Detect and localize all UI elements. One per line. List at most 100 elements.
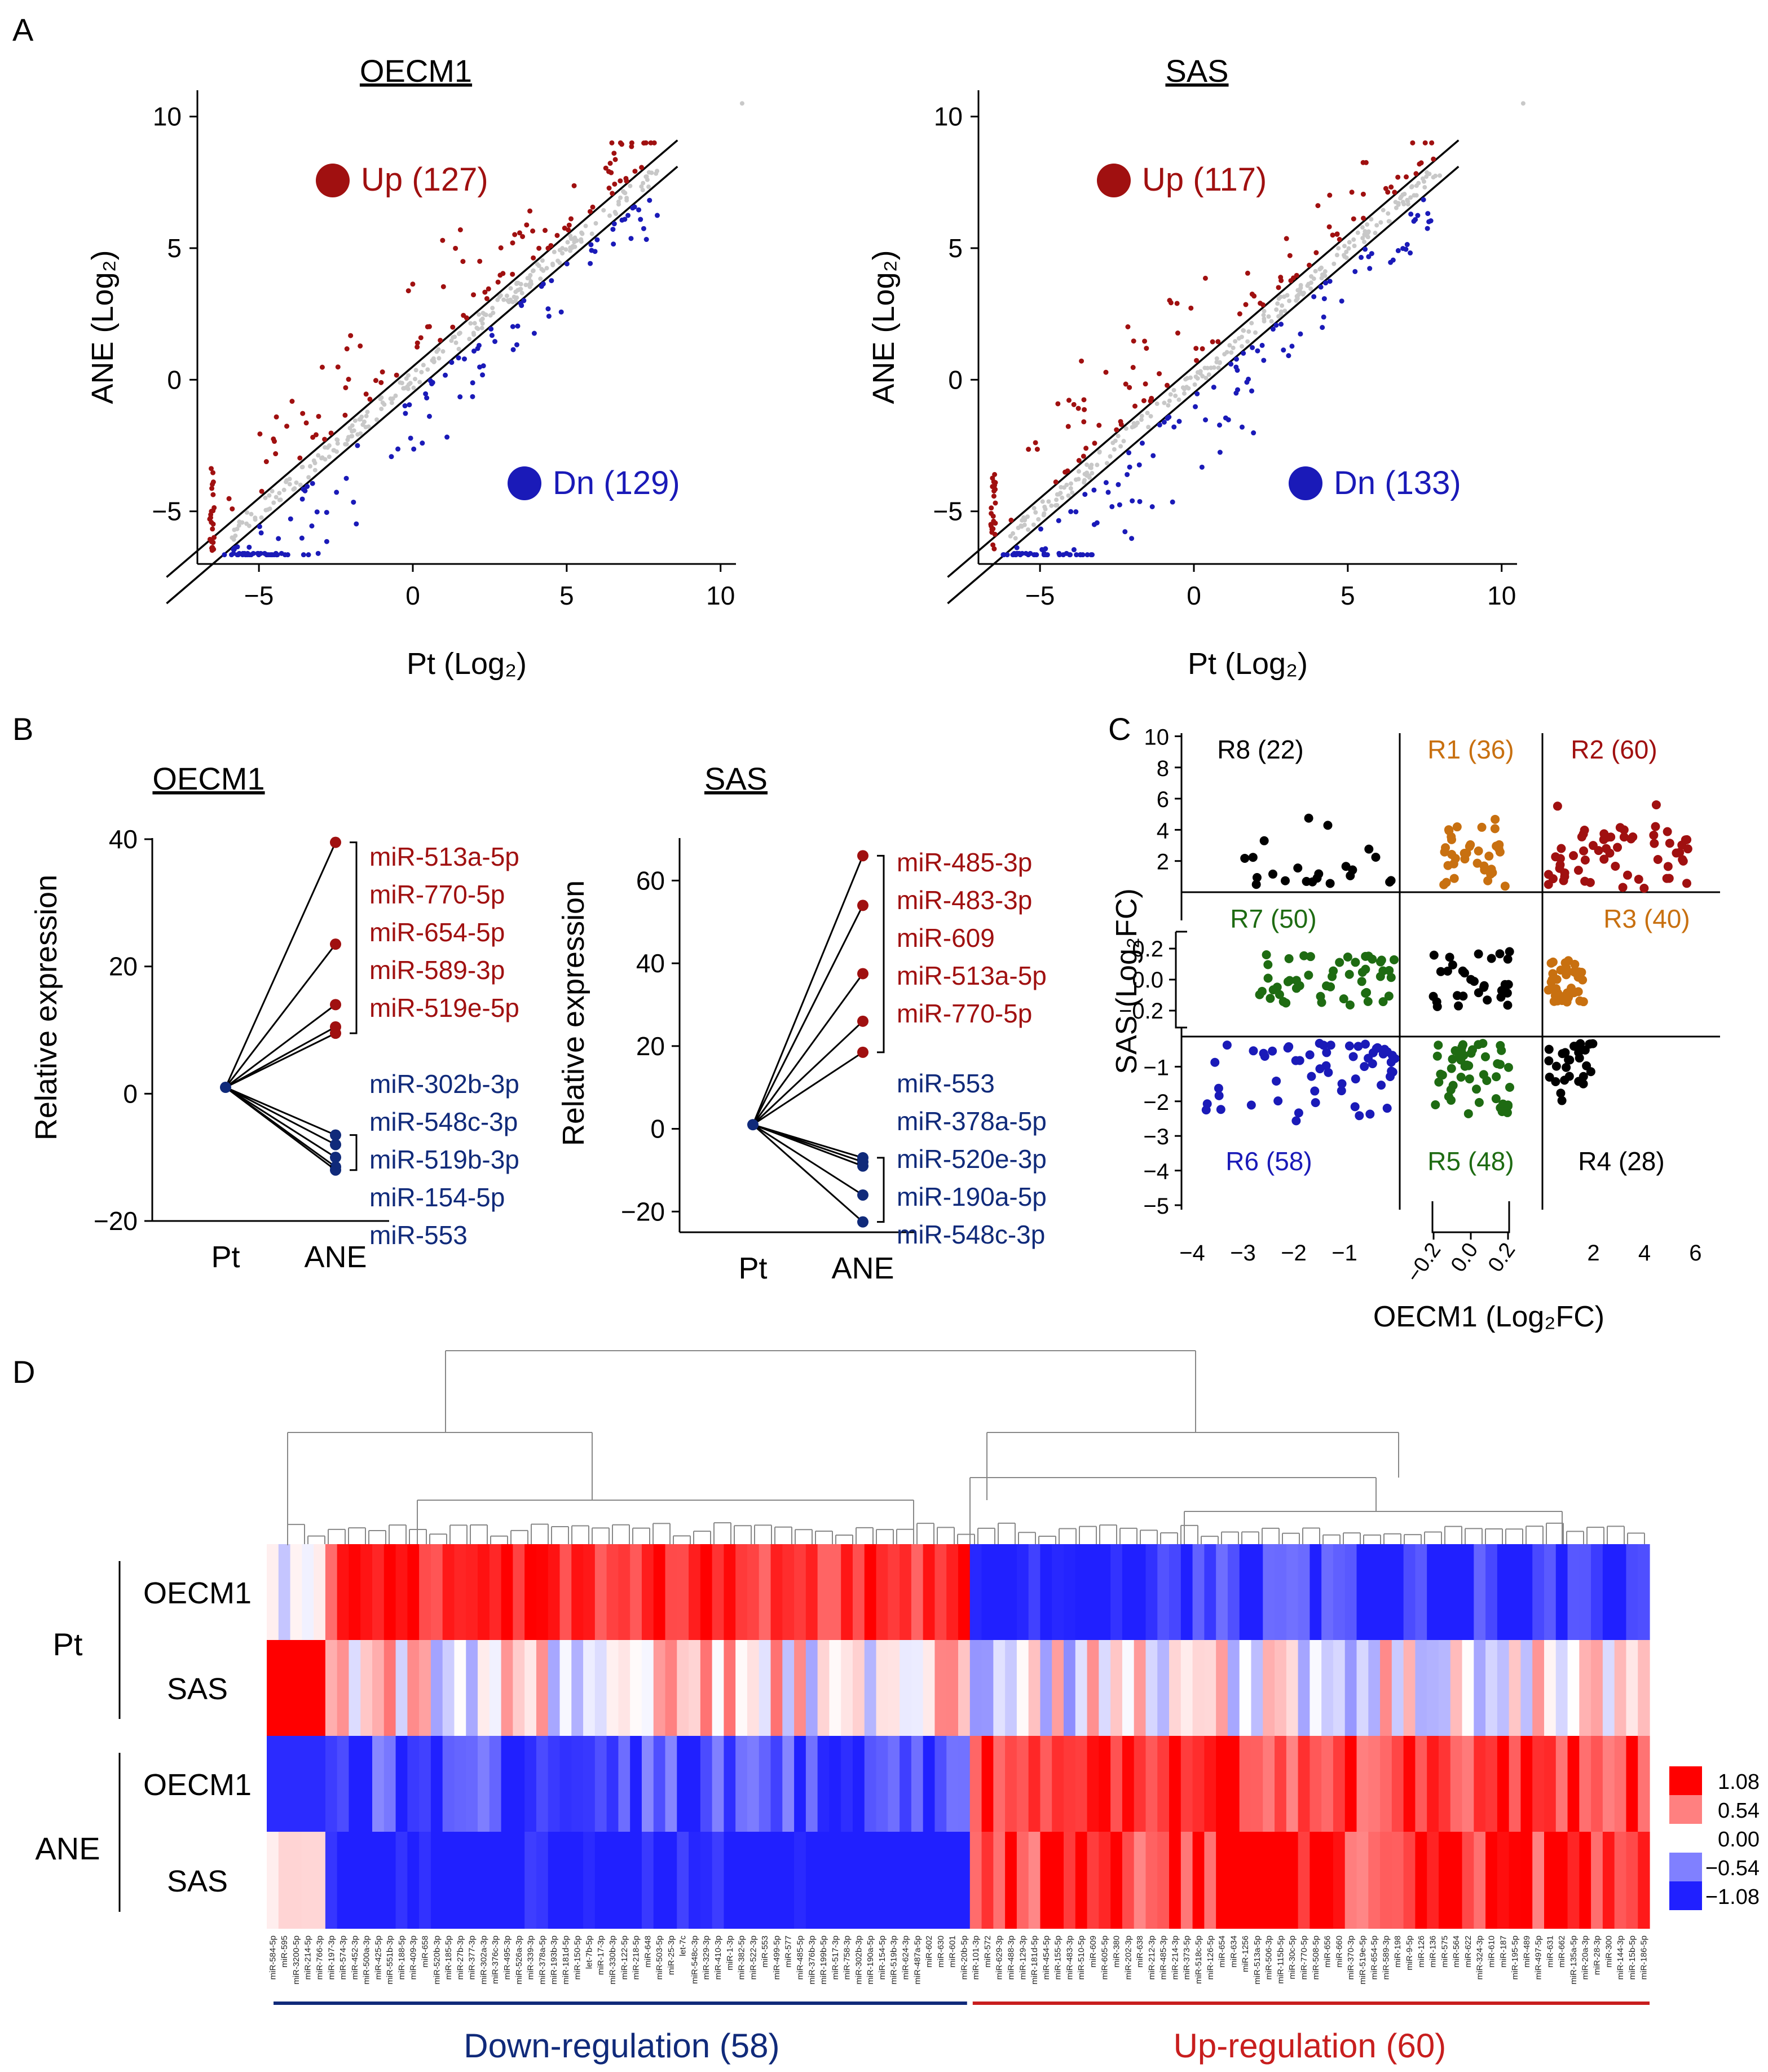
point-unchanged	[544, 266, 549, 271]
point-r6	[1268, 1046, 1277, 1056]
point-r2	[1613, 843, 1622, 852]
point-up	[482, 289, 488, 295]
heatmap-cell	[677, 1544, 689, 1640]
heatmap-cell	[1227, 1544, 1240, 1640]
heatmap-cell	[290, 1832, 302, 1929]
point-down	[1103, 480, 1109, 486]
column-label: miR-377-3p	[468, 1936, 477, 1980]
point-down	[389, 454, 394, 460]
point-r4	[1588, 1039, 1598, 1048]
point-down	[1235, 387, 1241, 393]
point-up	[210, 526, 215, 532]
heatmap-cell	[1602, 1832, 1615, 1929]
column-label: miR-155-5p	[1053, 1936, 1063, 1980]
column-label: miR-517-3p	[831, 1936, 840, 1980]
point-unchanged	[1068, 481, 1073, 486]
point-unchanged	[1360, 225, 1365, 230]
column-label: miR-483-3p	[1065, 1936, 1074, 1980]
point-down	[1327, 279, 1333, 284]
y-tick-label: 0.2	[1132, 937, 1163, 962]
point-unchanged	[425, 367, 430, 372]
column-label: miR-218-5p	[632, 1936, 641, 1980]
point-down	[461, 356, 467, 362]
y-axis-label: ANE (Log₂)	[86, 250, 120, 404]
point-r6	[1377, 1081, 1386, 1090]
point-center	[1502, 988, 1512, 998]
point-unchanged	[1082, 480, 1087, 485]
point-r3	[1553, 996, 1562, 1006]
heatmap-cell	[1016, 1640, 1029, 1736]
heatmap-cell	[267, 1544, 279, 1640]
point-up	[1413, 171, 1419, 177]
heatmap-cell	[829, 1640, 841, 1736]
heatmap-cell	[700, 1640, 713, 1736]
series-label-down: miR-553	[897, 1069, 995, 1098]
point-up	[990, 542, 996, 548]
column-label: miR-370-3p	[1346, 1936, 1356, 1980]
heatmap-cell	[618, 1544, 631, 1640]
point-unchanged	[472, 321, 477, 326]
column-label: miR-212-3p	[1147, 1936, 1157, 1980]
point-down	[545, 306, 551, 312]
series-label-up: miR-513a-5p	[897, 961, 1047, 990]
point-up	[1276, 285, 1281, 290]
point-up	[1287, 253, 1293, 258]
heatmap-cell	[1286, 1832, 1299, 1929]
point-down	[1251, 430, 1256, 436]
point-down	[402, 403, 408, 409]
heatmap-cell	[1087, 1736, 1099, 1832]
x-tick-label: 5	[1341, 581, 1355, 610]
point-down	[407, 402, 412, 408]
heatmap-cell	[606, 1544, 619, 1640]
point-r5	[1463, 1109, 1473, 1118]
point-r2	[1577, 832, 1586, 841]
point-up	[425, 324, 430, 329]
column-label: miR-513a-5p	[1253, 1936, 1262, 1985]
point-r7	[1363, 997, 1373, 1006]
point-unchanged	[1123, 426, 1128, 431]
heatmap-cell	[349, 1832, 361, 1929]
colorbar-label: −1.08	[1705, 1885, 1760, 1909]
column-label: miR-202-3p	[1123, 1936, 1133, 1980]
point-unchanged	[345, 437, 350, 442]
series-point	[857, 968, 868, 980]
point-down	[470, 394, 475, 399]
heatmap-cell	[1438, 1736, 1451, 1832]
heatmap-cell	[1380, 1640, 1392, 1736]
point-unchanged	[1313, 268, 1318, 274]
x-axis-label: Pt (Log₂)	[1188, 647, 1308, 681]
column-label: miR-508-5p	[1311, 1936, 1321, 1980]
series-label-up: miR-770-5p	[369, 880, 505, 909]
heatmap-cell	[1356, 1640, 1369, 1736]
x-tick-label: 0	[405, 581, 420, 610]
point-down	[1084, 552, 1090, 558]
point-down	[1073, 509, 1079, 515]
column-label: miR-452-3p	[350, 1936, 360, 1980]
point-down	[1130, 498, 1135, 504]
heatmap-cell	[1368, 1544, 1381, 1640]
column-label: miR-185-5p	[444, 1936, 453, 1980]
heatmap-cell	[1591, 1640, 1603, 1736]
point-unchanged	[1386, 211, 1391, 216]
heatmap-cell	[981, 1832, 994, 1929]
heatmap-cell	[1075, 1640, 1088, 1736]
point-unchanged	[640, 187, 645, 192]
point-up	[300, 411, 306, 416]
series-line	[752, 855, 864, 1125]
column-label: let-7c	[678, 1936, 688, 1956]
point-up	[1076, 457, 1082, 463]
heatmap-cell	[1204, 1832, 1216, 1929]
x-tick-label: ANE	[831, 1251, 894, 1285]
heatmap-cell	[395, 1544, 408, 1640]
point-unchanged	[249, 512, 254, 517]
point-unchanged	[467, 337, 472, 342]
point-down	[1363, 246, 1368, 252]
point-center	[1495, 949, 1505, 959]
point-down	[449, 360, 455, 365]
heatmap-cell	[1099, 1832, 1111, 1929]
heatmap-cell	[1626, 1736, 1638, 1832]
column-label: miR-601	[948, 1936, 958, 1968]
point-unchanged	[1036, 517, 1041, 522]
point-r5	[1474, 1097, 1484, 1107]
heatmap-cell	[278, 1544, 291, 1640]
